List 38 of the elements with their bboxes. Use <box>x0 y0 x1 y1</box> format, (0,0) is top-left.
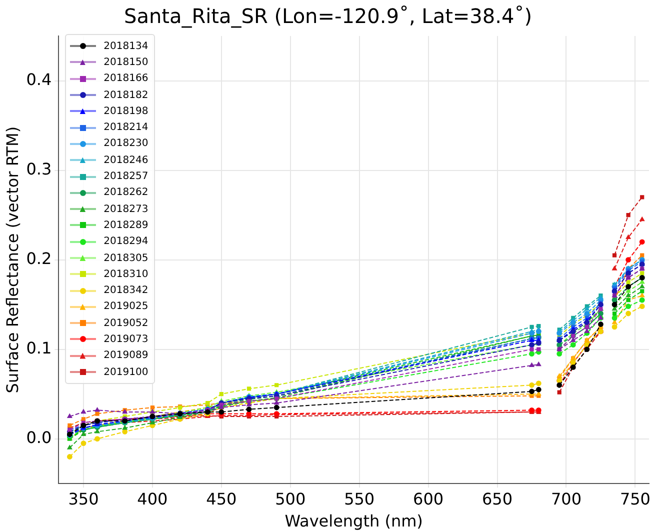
legend-label: 2018289 <box>104 220 148 231</box>
y-axis-title: Surface Reflectance (vector RTM) <box>2 126 22 394</box>
legend-label: 2018166 <box>104 73 148 84</box>
legend-label: 2018305 <box>104 252 148 264</box>
legend-label: 2018294 <box>104 236 148 248</box>
x-tick-label: 550 <box>344 489 375 508</box>
legend-label: 2018214 <box>104 122 148 134</box>
legend-label: 2018342 <box>104 285 148 296</box>
x-tick-label: 350 <box>68 489 99 508</box>
legend-label: 2019089 <box>104 350 148 362</box>
y-tick-label: 0.4 <box>26 70 52 89</box>
legend-label: 2018230 <box>104 138 148 150</box>
legend-label: 2019052 <box>104 318 148 329</box>
x-tick-label: 450 <box>206 489 237 508</box>
x-tick-label: 700 <box>550 489 582 508</box>
x-axis-title: Wavelength (nm) <box>284 512 423 531</box>
x-tick-label: 750 <box>620 489 650 508</box>
x-tick-label: 650 <box>482 489 513 508</box>
legend-label: 2018246 <box>104 154 148 166</box>
y-tick-label: 0.1 <box>26 338 52 358</box>
x-tick-label: 500 <box>275 489 306 508</box>
y-tick-label: 0.2 <box>26 248 52 268</box>
legend-label: 2019100 <box>104 366 148 378</box>
legend-label: 2019073 <box>104 334 148 345</box>
chart-title: Santa_Rita_SR (Lon=-120.9˚, Lat=38.4˚) <box>124 4 532 28</box>
legend-label: 2018134 <box>104 40 148 52</box>
legend-label: 2018262 <box>104 187 148 198</box>
legend-label: 2019025 <box>104 301 148 312</box>
y-tick-label: 0.0 <box>26 428 52 447</box>
legend-label: 2018150 <box>104 56 148 68</box>
legend-label: 2018310 <box>104 268 148 280</box>
y-tick-label: 0.3 <box>26 159 52 178</box>
legend-label: 2018198 <box>104 106 148 117</box>
x-tick-label: 600 <box>413 489 444 508</box>
legend-label: 2018182 <box>104 90 148 101</box>
x-tick-label: 400 <box>137 489 168 508</box>
legend-label: 2018273 <box>104 204 148 215</box>
legend-label: 2018257 <box>104 171 148 182</box>
